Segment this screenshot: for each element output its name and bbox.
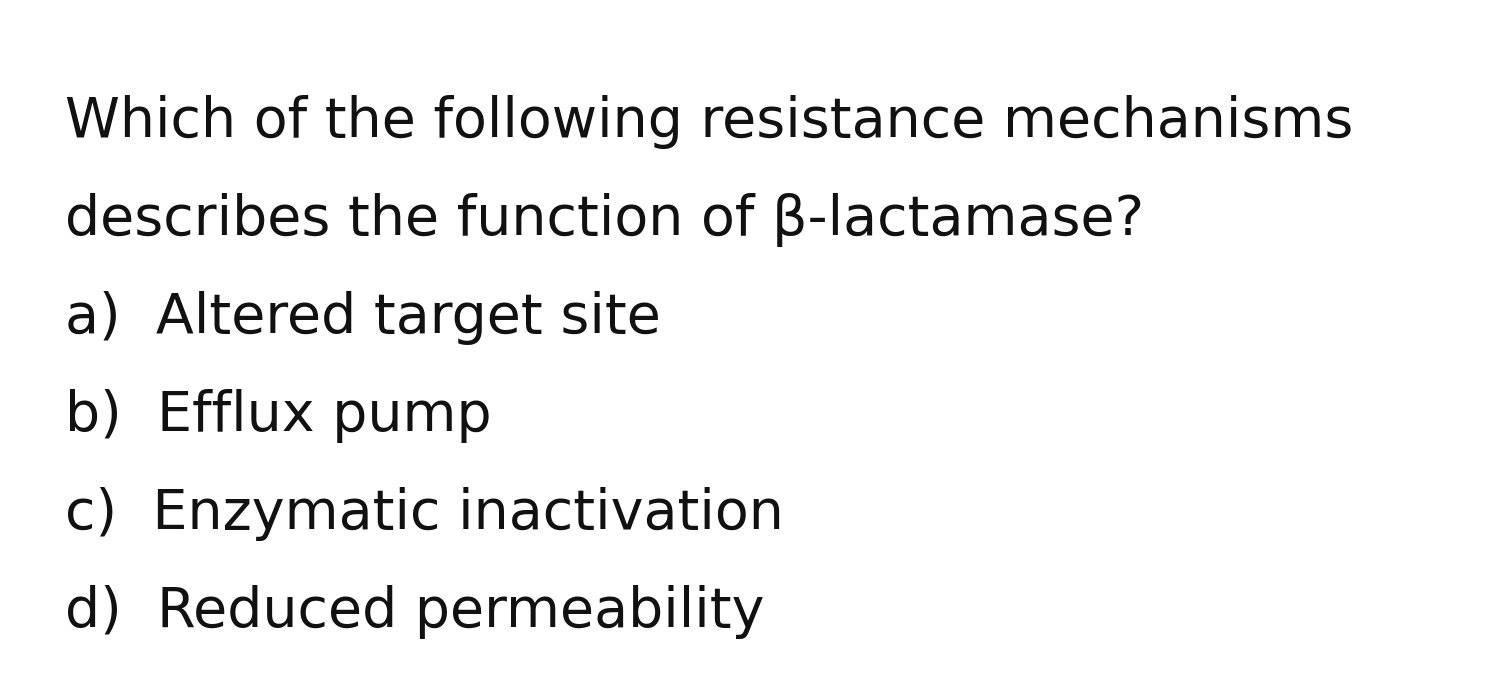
Text: describes the function of β-lactamase?: describes the function of β-lactamase?	[64, 193, 1144, 247]
Text: b)  Efflux pump: b) Efflux pump	[64, 389, 492, 443]
Text: d)  Reduced permeability: d) Reduced permeability	[64, 585, 765, 639]
Text: c)  Enzymatic inactivation: c) Enzymatic inactivation	[64, 487, 784, 541]
Text: Which of the following resistance mechanisms: Which of the following resistance mechan…	[64, 95, 1353, 149]
Text: a)  Altered target site: a) Altered target site	[64, 291, 662, 345]
